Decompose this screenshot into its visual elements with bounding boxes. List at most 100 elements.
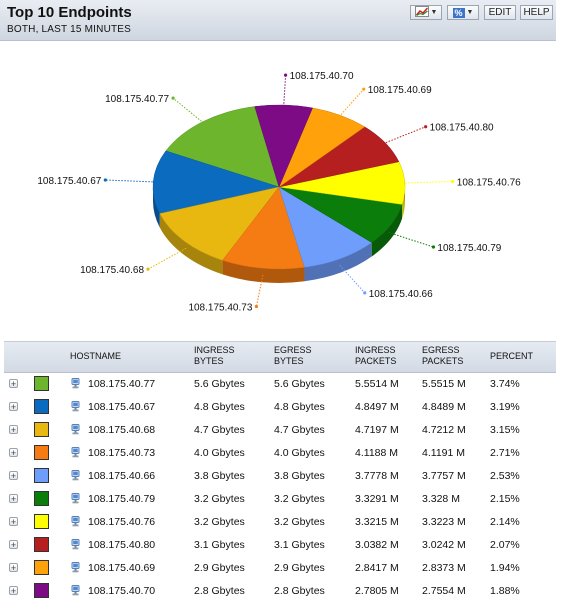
leader-dot-108.175.40.80 bbox=[424, 125, 428, 129]
pie-slice-108.175.40.77[interactable] bbox=[165, 106, 280, 188]
ingress-bytes-cell: 3.2 Gbytes bbox=[194, 516, 245, 528]
hostname-cell[interactable]: 108.175.40.68 bbox=[88, 424, 156, 436]
expand-icon[interactable]: + bbox=[9, 425, 18, 435]
expand-icon[interactable]: + bbox=[9, 563, 18, 573]
leader-dot-108.175.40.69 bbox=[362, 87, 366, 91]
hostname-cell[interactable]: 108.175.40.73 bbox=[88, 447, 156, 459]
slice-label-108.175.40.70: 108.175.40.70 bbox=[290, 71, 354, 82]
expand-icon[interactable]: + bbox=[9, 517, 18, 527]
slice-label-108.175.40.68: 108.175.40.68 bbox=[80, 265, 144, 276]
pie-side-108.175.40.66 bbox=[304, 242, 372, 282]
expand-icon[interactable]: + bbox=[9, 448, 18, 458]
hostname-cell[interactable]: 108.175.40.67 bbox=[88, 401, 156, 413]
pie-slice-108.175.40.67[interactable] bbox=[152, 150, 280, 214]
pie-side-108.175.40.79 bbox=[371, 204, 403, 257]
table-row[interactable]: +108.175.40.77 5.6 Gbytes 5.6 Gbytes 5.5514… bbox=[4, 373, 556, 396]
leader-line-108.175.40.69 bbox=[338, 88, 365, 118]
chevron-down-icon: ▼ bbox=[430, 9, 438, 16]
leader-line-108.175.40.77 bbox=[172, 97, 205, 124]
ingress-bytes-cell: 5.6 Gbytes bbox=[194, 378, 245, 390]
egress-packets-cell: 3.3223 M bbox=[422, 516, 466, 528]
table-row[interactable]: +108.175.40.80 3.1 Gbytes 3.1 Gbytes 3.0382… bbox=[4, 534, 556, 557]
leader-line-108.175.40.67 bbox=[105, 179, 156, 183]
hostname-cell[interactable]: 108.175.40.76 bbox=[88, 516, 156, 528]
col-egress-bytes-line2: BYTES bbox=[274, 356, 304, 366]
pie-slice-108.175.40.68[interactable] bbox=[159, 186, 280, 261]
col-egress-packets[interactable]: EGRESS PACKETS bbox=[422, 345, 463, 367]
percent-cell: 2.14% bbox=[490, 516, 520, 528]
help-button[interactable]: HELP bbox=[520, 5, 553, 20]
expand-icon[interactable]: + bbox=[9, 471, 18, 481]
percent-label: % bbox=[452, 7, 465, 18]
hostname-cell[interactable]: 108.175.40.70 bbox=[88, 585, 156, 597]
leader-dot-108.175.40.68 bbox=[146, 267, 150, 271]
table-row[interactable]: +108.175.40.69 2.9 Gbytes 2.9 Gbytes 2.8417… bbox=[4, 557, 556, 580]
egress-packets-cell: 3.0242 M bbox=[422, 539, 466, 551]
table-row[interactable]: +108.175.40.66 3.8 Gbytes 3.8 Gbytes 3.7778… bbox=[4, 465, 556, 488]
leader-dot-108.175.40.76 bbox=[451, 179, 455, 184]
expand-icon[interactable]: + bbox=[9, 402, 18, 412]
leader-dot-108.175.40.73 bbox=[254, 304, 258, 309]
expand-icon[interactable]: + bbox=[9, 494, 18, 504]
expand-icon[interactable]: + bbox=[9, 586, 18, 596]
hostname-cell[interactable]: 108.175.40.69 bbox=[88, 562, 156, 574]
chart-type-icon bbox=[414, 5, 429, 20]
leader-line-108.175.40.79 bbox=[388, 231, 434, 248]
color-swatch bbox=[34, 445, 49, 460]
endpoints-pie-chart: 108.175.40.77 108.175.40.67 108.175.40.68 1… bbox=[37, 71, 521, 313]
pie-slice-108.175.40.73[interactable] bbox=[222, 186, 305, 270]
host-icon bbox=[71, 516, 80, 527]
color-swatch bbox=[34, 491, 49, 506]
endpoints-table: HOSTNAME INGRESS BYTES EGRESS BYTES INGRES… bbox=[4, 341, 556, 603]
edit-button[interactable]: EDIT bbox=[484, 5, 516, 20]
slice-label-108.175.40.79: 108.175.40.79 bbox=[437, 243, 501, 254]
leader-dot-108.175.40.67 bbox=[103, 178, 107, 182]
hostname-cell[interactable]: 108.175.40.66 bbox=[88, 470, 156, 482]
chart-type-dropdown[interactable]: ▼ bbox=[410, 5, 442, 20]
egress-bytes-cell: 4.0 Gbytes bbox=[274, 447, 325, 459]
egress-bytes-cell: 3.8 Gbytes bbox=[274, 470, 325, 482]
pie-side-108.175.40.76 bbox=[402, 187, 405, 219]
percent-cell: 3.19% bbox=[490, 401, 520, 413]
col-ingress-packets[interactable]: INGRESS PACKETS bbox=[355, 345, 396, 367]
ingress-packets-cell: 3.3215 M bbox=[355, 516, 399, 528]
host-icon bbox=[71, 539, 80, 550]
egress-bytes-cell: 3.2 Gbytes bbox=[274, 516, 325, 528]
pie-slice-108.175.40.66[interactable] bbox=[278, 186, 373, 268]
color-swatch bbox=[34, 560, 49, 575]
ingress-packets-cell: 4.8497 M bbox=[355, 401, 399, 413]
col-ingress-bytes[interactable]: INGRESS BYTES bbox=[194, 345, 235, 367]
percent-cell: 2.53% bbox=[490, 470, 520, 482]
table-header: HOSTNAME INGRESS BYTES EGRESS BYTES INGRES… bbox=[4, 341, 556, 373]
table-row[interactable]: +108.175.40.70 2.8 Gbytes 2.8 Gbytes 2.7805… bbox=[4, 580, 556, 603]
hostname-cell[interactable]: 108.175.40.77 bbox=[88, 378, 156, 390]
egress-bytes-cell: 4.8 Gbytes bbox=[274, 401, 325, 413]
egress-bytes-cell: 3.1 Gbytes bbox=[274, 539, 325, 551]
table-row[interactable]: +108.175.40.76 3.2 Gbytes 3.2 Gbytes 3.3215… bbox=[4, 511, 556, 534]
host-icon bbox=[71, 562, 80, 573]
color-swatch bbox=[34, 399, 49, 414]
pie-side-108.175.40.68 bbox=[159, 213, 223, 275]
panel-subtitle: BOTH, LAST 15 MINUTES bbox=[7, 24, 132, 35]
expand-icon[interactable]: + bbox=[9, 379, 18, 389]
host-icon bbox=[71, 424, 80, 435]
table-row[interactable]: +108.175.40.73 4.0 Gbytes 4.0 Gbytes 4.1188… bbox=[4, 442, 556, 465]
col-egress-bytes[interactable]: EGRESS BYTES bbox=[274, 345, 312, 367]
ingress-bytes-cell: 4.0 Gbytes bbox=[194, 447, 245, 459]
ingress-packets-cell: 4.7197 M bbox=[355, 424, 399, 436]
col-hostname[interactable]: HOSTNAME bbox=[70, 351, 122, 361]
hostname-cell[interactable]: 108.175.40.79 bbox=[88, 493, 156, 505]
table-row[interactable]: +108.175.40.79 3.2 Gbytes 3.2 Gbytes 3.3291… bbox=[4, 488, 556, 511]
col-percent[interactable]: PERCENT bbox=[490, 351, 534, 361]
table-row[interactable]: +108.175.40.68 4.7 Gbytes 4.7 Gbytes 4.7197… bbox=[4, 419, 556, 442]
expand-icon[interactable]: + bbox=[9, 540, 18, 550]
leader-dot-108.175.40.66 bbox=[363, 291, 367, 295]
panel-header: Top 10 Endpoints BOTH, LAST 15 MINUTES ▼… bbox=[0, 0, 556, 41]
egress-packets-cell: 2.8373 M bbox=[422, 562, 466, 574]
hostname-cell[interactable]: 108.175.40.80 bbox=[88, 539, 156, 551]
table-row[interactable]: +108.175.40.67 4.8 Gbytes 4.8 Gbytes 4.8497… bbox=[4, 396, 556, 419]
pie-slice-108.175.40.70[interactable] bbox=[254, 104, 313, 188]
percent-cell: 3.74% bbox=[490, 378, 520, 390]
ingress-packets-cell: 5.5514 M bbox=[355, 378, 399, 390]
percent-dropdown[interactable]: % ▼ bbox=[447, 5, 479, 20]
